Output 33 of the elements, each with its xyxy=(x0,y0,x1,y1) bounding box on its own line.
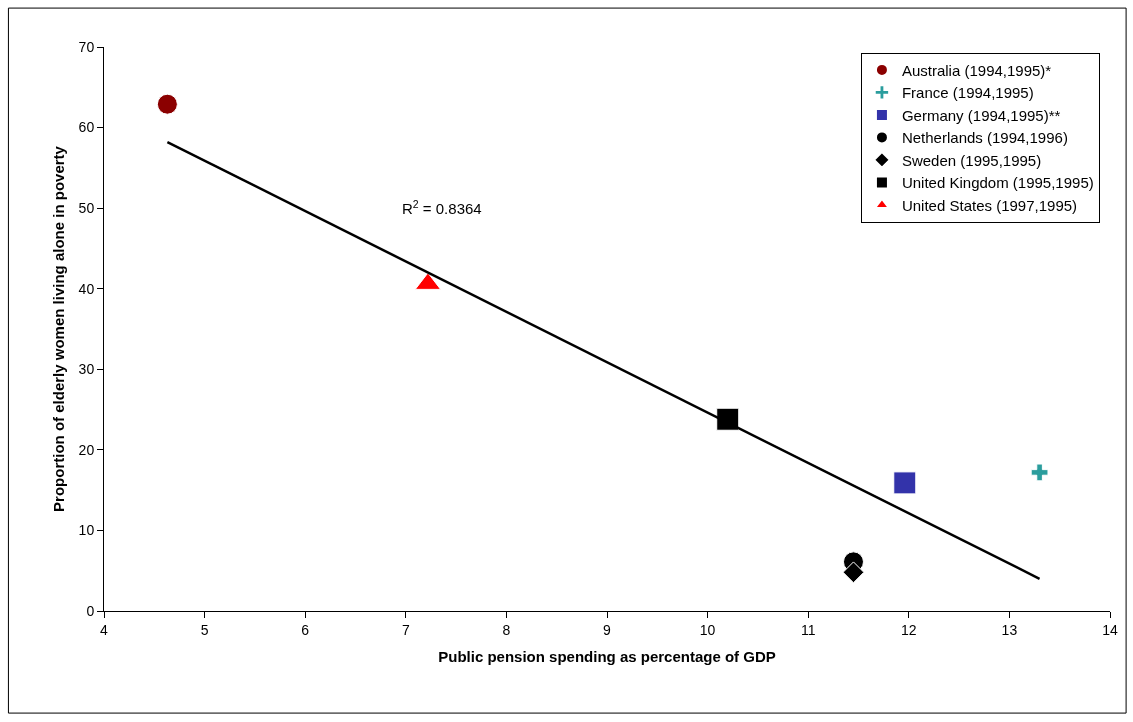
point xyxy=(842,561,865,584)
point xyxy=(893,471,917,495)
x-axis-title: Public pension spending as percentage of GDP xyxy=(438,647,776,665)
annotation: R$^{2}$ = 0.8364 xyxy=(402,198,482,218)
y-tick-label: 60 xyxy=(78,119,95,136)
legend-label: Australia (1994,1995)* xyxy=(901,61,1052,79)
x-tick-label: 10 xyxy=(699,621,716,638)
y-axis-title: Proportion of elderly women living alone in poverty xyxy=(49,145,67,512)
point xyxy=(1030,463,1049,482)
y-tick-label: 70 xyxy=(78,38,95,55)
x-tick-label: 9 xyxy=(603,621,612,638)
legend-label: Sweden (1995,1995) xyxy=(901,151,1042,169)
x-tick-label: 8 xyxy=(502,621,511,638)
x-tick-label: 4 xyxy=(100,621,109,638)
x-tick-label: 7 xyxy=(401,621,410,638)
legend-label: United States (1997,1995) xyxy=(901,196,1078,214)
y-tick-label: 0 xyxy=(86,602,95,619)
y-tick-label: 20 xyxy=(78,441,95,458)
x-tick-label: 6 xyxy=(301,621,310,638)
x-tick-label: 5 xyxy=(200,621,209,638)
x-tick-label: 14 xyxy=(1102,621,1118,638)
legend-label: France (1994,1995) xyxy=(901,84,1034,102)
y-tick-label: 30 xyxy=(78,361,95,378)
legend-label: United Kingdom (1995,1995) xyxy=(901,174,1094,192)
x-tick-label: 11 xyxy=(800,621,816,638)
x-tick-label: 12 xyxy=(901,621,917,638)
point xyxy=(156,93,178,115)
y-tick-label: 40 xyxy=(78,280,95,297)
y-tick-label: 10 xyxy=(78,522,95,539)
legend-label: Germany (1994,1995)** xyxy=(901,106,1061,124)
y-tick-label: 50 xyxy=(78,200,95,217)
x-tick-label: 13 xyxy=(1001,621,1018,638)
legend-label: Netherlands (1994,1996) xyxy=(901,129,1068,147)
